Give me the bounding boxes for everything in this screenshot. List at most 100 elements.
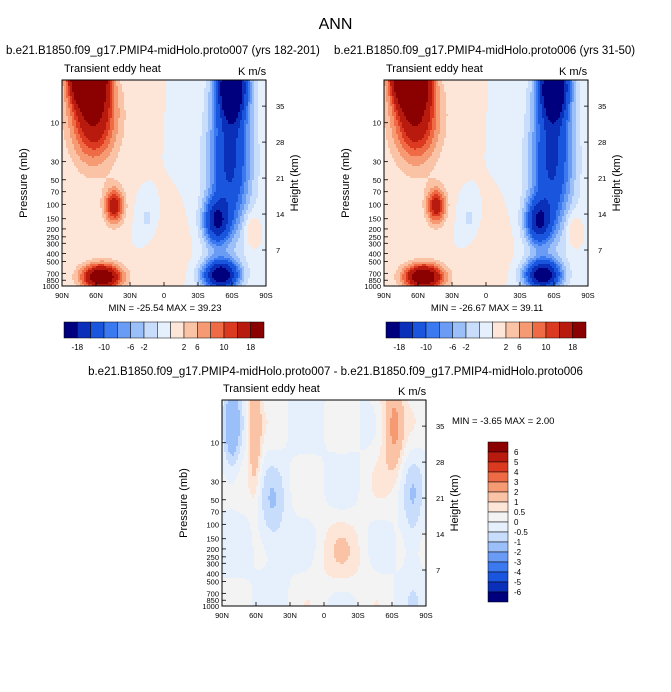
panel1-field-cell bbox=[190, 128, 193, 131]
panel1-field-cell bbox=[218, 136, 221, 139]
panel1-field-cell bbox=[238, 88, 241, 91]
panel1-field-cell bbox=[196, 164, 199, 167]
panel1-field-cell bbox=[152, 176, 155, 179]
panel1-field-cell bbox=[258, 162, 261, 165]
panel1-field-cell bbox=[184, 86, 187, 89]
panel1-field-cell bbox=[214, 154, 217, 157]
panel1-field-cell bbox=[230, 108, 233, 111]
panel1-field-cell bbox=[156, 138, 159, 141]
panel1-field-cell bbox=[158, 116, 161, 119]
panel1-field-cell bbox=[184, 150, 187, 153]
panel1-field-cell bbox=[92, 92, 95, 95]
panel1-field-cell bbox=[224, 154, 227, 157]
panel1-field-cell bbox=[204, 80, 207, 83]
panel1-field-cell bbox=[154, 86, 157, 89]
panel1-field-cell bbox=[132, 128, 135, 131]
panel1-field-cell bbox=[62, 90, 65, 93]
panel1-field-cell bbox=[150, 134, 153, 137]
panel1-field-cell bbox=[114, 102, 117, 105]
panel1-field-cell bbox=[110, 128, 113, 131]
panel1-field-cell bbox=[180, 170, 183, 173]
panel1-field-cell bbox=[246, 110, 249, 113]
panel1-field-cell bbox=[150, 130, 153, 133]
panel1-field-cell bbox=[102, 130, 105, 133]
panel1-field-cell bbox=[128, 140, 131, 143]
panel1-field-cell bbox=[170, 98, 173, 101]
panel1-field-cell bbox=[218, 118, 221, 121]
panel1-field-cell bbox=[204, 92, 207, 95]
panel1-field-cell bbox=[62, 112, 65, 115]
panel1-field-cell bbox=[250, 90, 253, 93]
panel1-field-cell bbox=[76, 150, 79, 153]
panel1-field-cell bbox=[116, 170, 119, 173]
panel1-field-cell bbox=[82, 92, 85, 95]
panel1-field-cell bbox=[158, 150, 161, 153]
panel1-field-cell bbox=[160, 128, 163, 131]
panel1-field-cell bbox=[94, 116, 97, 119]
panel1-field-cell bbox=[128, 96, 131, 99]
panel1-field-cell bbox=[68, 94, 71, 97]
panel1-field-cell bbox=[96, 112, 99, 115]
panel1-field-cell bbox=[200, 130, 203, 133]
panel1-field-cell bbox=[162, 92, 165, 95]
panel1-field-cell bbox=[208, 140, 211, 143]
panel1-field-cell bbox=[154, 84, 157, 87]
panel1-field-cell bbox=[140, 84, 143, 87]
panel1-field-cell bbox=[198, 136, 201, 139]
panel1-field-cell bbox=[202, 108, 205, 111]
panel1-field-cell bbox=[158, 172, 161, 175]
panel1-field-cell bbox=[86, 172, 89, 175]
panel1-field-cell bbox=[110, 108, 113, 111]
panel1-field-cell bbox=[260, 162, 263, 165]
panel1-field-cell bbox=[206, 102, 209, 105]
panel1-field-cell bbox=[220, 86, 223, 89]
panel1-field-cell bbox=[234, 110, 237, 113]
panel1-field-cell bbox=[144, 128, 147, 131]
panel1-field-cell bbox=[142, 98, 145, 101]
panel1-field-cell bbox=[146, 134, 149, 137]
panel1-field-cell bbox=[168, 166, 171, 169]
panel1-field-cell bbox=[172, 124, 175, 127]
panel1-field-cell bbox=[102, 80, 105, 83]
panel1-field-cell bbox=[62, 116, 65, 119]
panel1-field-cell bbox=[224, 96, 227, 99]
panel1-field-cell bbox=[172, 170, 175, 173]
panel1-field-cell bbox=[116, 166, 119, 169]
panel1-field-cell bbox=[130, 92, 133, 95]
panel1-field-cell bbox=[206, 168, 209, 171]
panel1-field-cell bbox=[156, 146, 159, 149]
panel1-field-cell bbox=[126, 174, 129, 177]
panel1-field-cell bbox=[212, 110, 215, 113]
panel1-field-cell bbox=[230, 104, 233, 107]
panel1-field-cell bbox=[188, 98, 191, 101]
panel1-field-cell bbox=[118, 118, 121, 121]
panel1-field-cell bbox=[258, 92, 261, 95]
panel1-field-cell bbox=[106, 140, 109, 143]
panel1-field-cell bbox=[128, 102, 131, 105]
panel1-field-cell bbox=[170, 162, 173, 165]
panel1-field-cell bbox=[174, 130, 177, 133]
panel1-field-cell bbox=[246, 122, 249, 125]
panel1-field-cell bbox=[172, 110, 175, 113]
panel1-field-cell bbox=[204, 100, 207, 103]
panel1-field-cell bbox=[104, 156, 107, 159]
panel1-field-cell bbox=[98, 138, 101, 141]
panel1-field-cell bbox=[170, 134, 173, 137]
panel1-field-cell bbox=[228, 96, 231, 99]
panel1-field-cell bbox=[98, 88, 101, 91]
panel1-field-cell bbox=[146, 96, 149, 99]
panel1-field-cell bbox=[246, 140, 249, 143]
panel1-field-cell bbox=[186, 96, 189, 99]
panel1-field-cell bbox=[212, 142, 215, 145]
panel1-field-cell bbox=[236, 138, 239, 141]
panel1-field-cell bbox=[88, 166, 91, 169]
panel1-field-cell bbox=[204, 142, 207, 145]
panel1-field-cell bbox=[170, 156, 173, 159]
panel1-field-cell bbox=[246, 134, 249, 137]
panel1-field-cell bbox=[80, 172, 83, 175]
panel1-field-cell bbox=[226, 92, 229, 95]
panel1-field-cell bbox=[180, 84, 183, 87]
panel1-field-cell bbox=[162, 172, 165, 175]
panel1-field-cell bbox=[258, 166, 261, 169]
panel1-field-cell bbox=[118, 108, 121, 111]
